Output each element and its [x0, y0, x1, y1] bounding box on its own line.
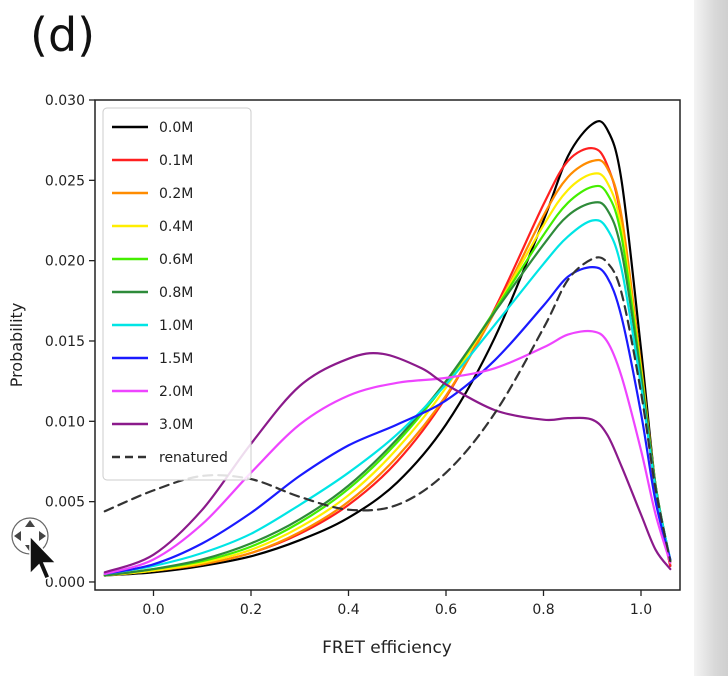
panel-label: (d) — [30, 8, 96, 62]
series-line-2-0m — [103, 329, 672, 575]
y-axis-label: Probability — [7, 303, 26, 388]
legend-label: 3.0M — [159, 417, 193, 433]
x-tick-label: 0.8 — [532, 602, 554, 618]
window-edge — [694, 0, 728, 676]
legend-label: 0.6M — [159, 252, 193, 268]
x-axis: 0.0 0.2 0.4 0.6 0.8 1.0 — [142, 590, 652, 618]
legend-label: 0.0M — [159, 120, 193, 136]
curves-layer — [103, 120, 672, 577]
y-axis: 0.000 0.005 0.010 0.015 0.020 0.025 0.030 — [45, 93, 95, 591]
series-line-1-0m — [103, 218, 672, 575]
legend-label: 0.2M — [159, 186, 193, 202]
y-tick-label: 0.030 — [45, 93, 85, 109]
legend-box — [102, 107, 252, 481]
x-tick-label: 1.0 — [630, 602, 652, 618]
legend-label: 0.4M — [159, 219, 193, 235]
y-tick-label: 0.010 — [45, 414, 85, 430]
legend: 0.0M 0.1M 0.2M 0.4M 0.6M 0.8M 1.0M 1.5M 2.0M 3.0M… — [102, 107, 252, 481]
x-tick-label: 0.6 — [435, 602, 457, 618]
y-tick-label: 0.025 — [45, 173, 85, 189]
y-tick-label: 0.015 — [45, 334, 85, 350]
move-cursor-icon — [11, 517, 58, 580]
legend-label: 2.0M — [159, 384, 193, 400]
x-tick-label: 0.0 — [142, 602, 164, 618]
y-tick-label: 0.005 — [45, 495, 85, 511]
series-line-1-5m — [103, 266, 672, 575]
x-tick-label: 0.4 — [337, 602, 359, 618]
x-tick-label: 0.2 — [240, 602, 262, 618]
plot-frame — [94, 99, 681, 591]
series-line-0-8m — [103, 201, 672, 577]
legend-label: 1.5M — [159, 351, 193, 367]
legend-label: 1.0M — [159, 318, 193, 334]
legend-label: 0.8M — [159, 285, 193, 301]
y-tick-label: 0.000 — [45, 575, 85, 591]
x-axis-label: FRET efficiency — [322, 638, 452, 658]
y-tick-label: 0.020 — [45, 254, 85, 270]
legend-label: renatured — [159, 450, 228, 466]
legend-label: 0.1M — [159, 153, 193, 169]
series-line-renatured — [103, 256, 672, 563]
